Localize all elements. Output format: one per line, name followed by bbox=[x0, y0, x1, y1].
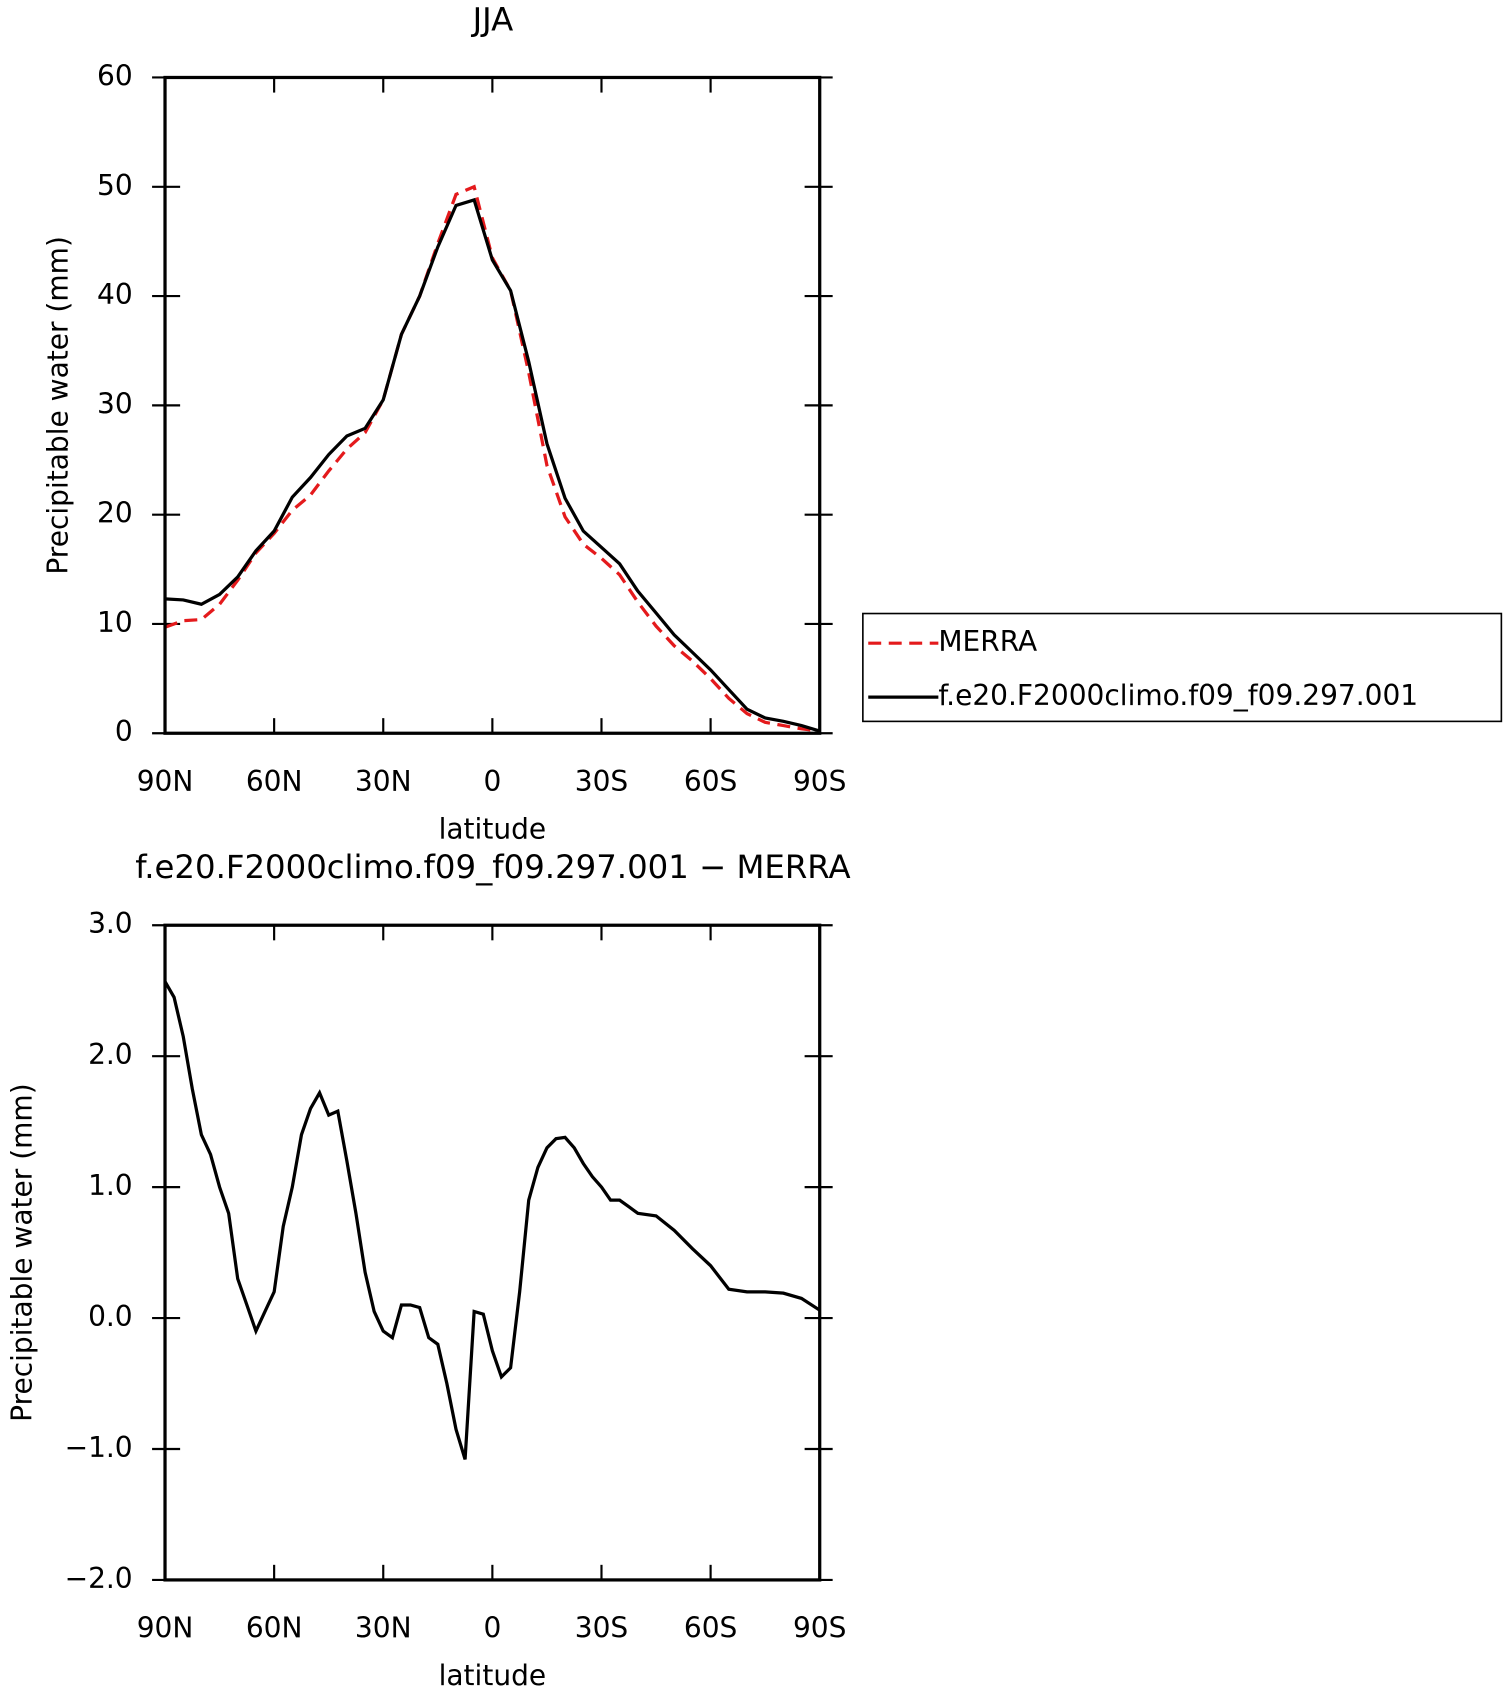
x-tick-label: 60N bbox=[246, 765, 303, 798]
y-tick-label: 60 bbox=[97, 59, 133, 92]
x-tick-label: 30S bbox=[575, 1612, 628, 1645]
legend-label: f.e20.F2000climo.f09_f09.297.001 bbox=[938, 679, 1418, 712]
y-tick-label: 0 bbox=[115, 715, 133, 748]
y-tick-label: 50 bbox=[97, 169, 133, 202]
x-axis-label: latitude bbox=[439, 1659, 547, 1692]
y-axis-label: Precipitable water (mm) bbox=[6, 1083, 39, 1422]
data-line bbox=[164, 184, 820, 733]
chart-title: f.e20.F2000climo.f09_f09.297.001 − MERRA bbox=[135, 848, 850, 886]
plot-frame bbox=[163, 923, 822, 1582]
y-tick-label: 40 bbox=[97, 278, 133, 311]
x-tick-label: 30N bbox=[355, 1612, 412, 1645]
legend-box bbox=[862, 612, 1503, 723]
y-tick-label: 1.0 bbox=[88, 1169, 133, 1202]
y-tick-label: 0.0 bbox=[88, 1300, 133, 1333]
y-tick-label: 3.0 bbox=[88, 907, 133, 940]
data-line bbox=[164, 197, 821, 733]
y-tick-label: 30 bbox=[97, 387, 133, 420]
y-tick-label: −2.0 bbox=[65, 1562, 133, 1595]
x-tick-label: 90N bbox=[137, 765, 194, 798]
x-tick-label: 30N bbox=[355, 765, 412, 798]
y-tick-label: 20 bbox=[97, 497, 133, 530]
x-tick-label: 0 bbox=[483, 765, 501, 798]
x-tick-label: 60N bbox=[246, 1612, 303, 1645]
x-tick-label: 30S bbox=[575, 765, 628, 798]
x-tick-label: 0 bbox=[483, 1612, 501, 1645]
y-tick-label: 2.0 bbox=[88, 1038, 133, 1071]
plot-frame bbox=[163, 75, 822, 735]
y-tick-label: 10 bbox=[97, 606, 133, 639]
y-tick-label: −1.0 bbox=[65, 1431, 133, 1464]
x-tick-label: 60S bbox=[684, 1612, 737, 1645]
x-tick-label: 90S bbox=[793, 1612, 846, 1645]
x-tick-label: 90S bbox=[793, 765, 846, 798]
y-axis-label: Precipitable water (mm) bbox=[41, 236, 74, 575]
legend-label: MERRA bbox=[938, 625, 1037, 658]
data-line bbox=[163, 980, 821, 1460]
x-tick-label: 90N bbox=[137, 1612, 194, 1645]
chart-title: JJA bbox=[471, 0, 514, 38]
x-axis-label: latitude bbox=[439, 812, 547, 845]
x-tick-label: 60S bbox=[684, 765, 737, 798]
